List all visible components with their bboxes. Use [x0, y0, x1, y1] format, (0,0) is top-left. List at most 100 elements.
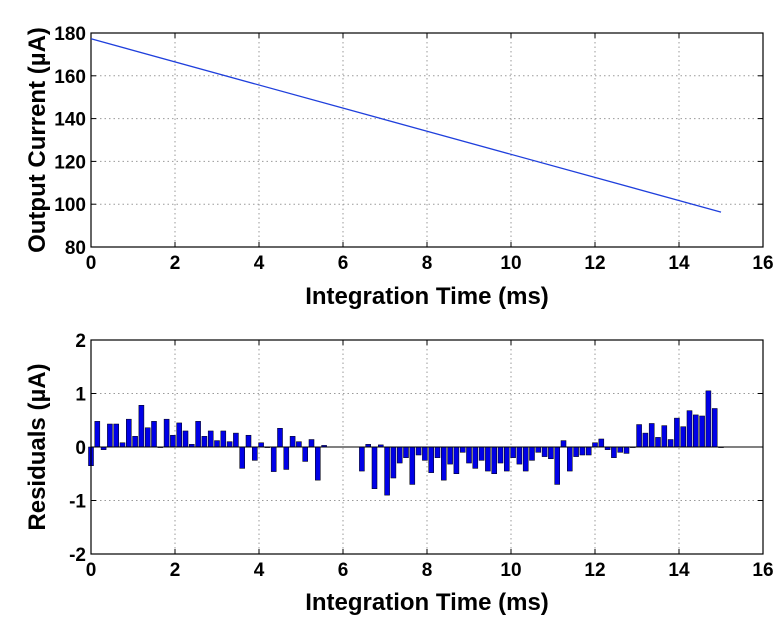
y-tick-label: 140: [54, 110, 86, 131]
x-tick-label: 2: [170, 560, 181, 581]
x-tick-label: 12: [584, 253, 605, 274]
y-tick-label: 120: [54, 152, 86, 173]
residual-bar: [283, 446, 290, 470]
residual-bar: [270, 446, 277, 472]
x-tick-label: 6: [338, 253, 349, 274]
residual-bar: [711, 408, 718, 448]
x-tick-label: 16: [752, 560, 773, 581]
x-tick-label: 14: [668, 253, 690, 274]
residual-bar: [655, 437, 661, 448]
x-tick-label: 0: [86, 560, 97, 581]
residual-bar: [535, 446, 542, 453]
residual-bar: [226, 441, 233, 448]
top-y-ticks: 80 100 120 140 160 180: [54, 24, 763, 259]
residual-bar: [623, 446, 630, 454]
residual-bar: [182, 430, 189, 448]
residual-bar: [245, 434, 252, 448]
residual-bar: [585, 446, 592, 456]
residual-bar: [636, 424, 642, 448]
y-tick-label: 1: [75, 385, 86, 406]
top-y-axis-label: Output Current (µA): [24, 27, 51, 253]
residual-bar: [428, 446, 434, 473]
residual-bar: [409, 446, 416, 485]
x-tick-label: 14: [668, 560, 690, 581]
residual-bar: [403, 446, 409, 458]
residual-bar: [207, 430, 214, 448]
residual-bar: [529, 446, 535, 461]
residual-bar: [258, 442, 264, 448]
residual-bar: [459, 446, 466, 453]
residual-bar: [567, 446, 573, 472]
y-tick-label: 180: [54, 24, 86, 45]
residual-bar: [195, 421, 201, 448]
residual-bar: [176, 422, 182, 448]
x-tick-label: 8: [422, 253, 433, 274]
residual-bar: [478, 446, 485, 461]
residual-bar: [598, 438, 605, 448]
bottom-x-axis-label: Integration Time (ms): [305, 589, 549, 616]
bottom-x-ticks: 0 2 4 6 8 10 12 14 16: [86, 340, 774, 581]
top-grid: [91, 33, 763, 247]
residual-bar: [126, 418, 132, 448]
residual-bar: [371, 446, 378, 489]
residual-bar: [560, 440, 567, 448]
residual-bar: [453, 446, 460, 474]
residual-bar: [648, 423, 655, 448]
x-tick-label: 12: [584, 560, 605, 581]
residual-bar: [667, 439, 674, 448]
residual-bar: [220, 430, 227, 448]
residual-bar: [308, 439, 315, 448]
residual-bar: [201, 436, 208, 448]
x-tick-label: 0: [86, 253, 97, 274]
output-current-plot: 0 2 4 6 8 10 12 14 16 80 100 120 140 160 180 Integrat…: [24, 24, 774, 310]
residual-bar: [94, 421, 101, 448]
residual-bar: [359, 446, 365, 472]
residual-bar: [113, 423, 119, 448]
residual-bar: [384, 446, 390, 496]
residual-bar: [680, 426, 686, 448]
residual-bar: [252, 446, 258, 461]
residual-bar: [554, 446, 560, 485]
residual-bar: [510, 446, 516, 458]
residual-bar: [163, 418, 170, 448]
x-tick-label: 10: [500, 253, 521, 274]
x-tick-label: 2: [170, 253, 181, 274]
x-tick-label: 10: [500, 560, 521, 581]
residual-bar: [151, 421, 157, 448]
residual-bar: [415, 446, 422, 456]
residual-bar: [617, 446, 623, 453]
bottom-y-ticks: -2 -1 0 1 2: [69, 331, 763, 566]
x-tick-label: 6: [338, 560, 349, 581]
y-tick-label: 160: [54, 67, 86, 88]
x-tick-label: 8: [422, 560, 433, 581]
y-tick-label: -2: [69, 545, 86, 566]
residual-bar: [699, 415, 705, 448]
residual-bar: [466, 446, 472, 464]
residual-bar: [573, 446, 579, 457]
residual-bar: [674, 417, 680, 448]
residual-bar: [434, 446, 441, 458]
residual-bar: [144, 427, 151, 448]
residual-bar: [132, 436, 138, 448]
y-tick-label: 0: [75, 438, 86, 459]
residual-bar: [522, 446, 529, 472]
residual-bar: [119, 442, 126, 448]
residual-bar: [592, 442, 598, 448]
residual-bar: [302, 446, 308, 462]
y-tick-label: 80: [65, 238, 86, 259]
residual-bar: [491, 446, 497, 474]
residual-bar: [289, 436, 296, 448]
top-x-axis-label: Integration Time (ms): [305, 283, 549, 310]
x-tick-label: 4: [254, 560, 265, 581]
x-tick-label: 4: [254, 253, 265, 274]
residual-bar: [541, 446, 548, 457]
y-tick-label: 2: [75, 331, 86, 352]
residual-bar: [239, 446, 245, 469]
output-current-line: [90, 38, 722, 213]
residual-bar: [396, 446, 403, 464]
residual-bar: [315, 446, 321, 481]
residual-bar: [170, 434, 176, 448]
residual-bar: [233, 432, 239, 448]
residual-bar: [497, 446, 504, 464]
